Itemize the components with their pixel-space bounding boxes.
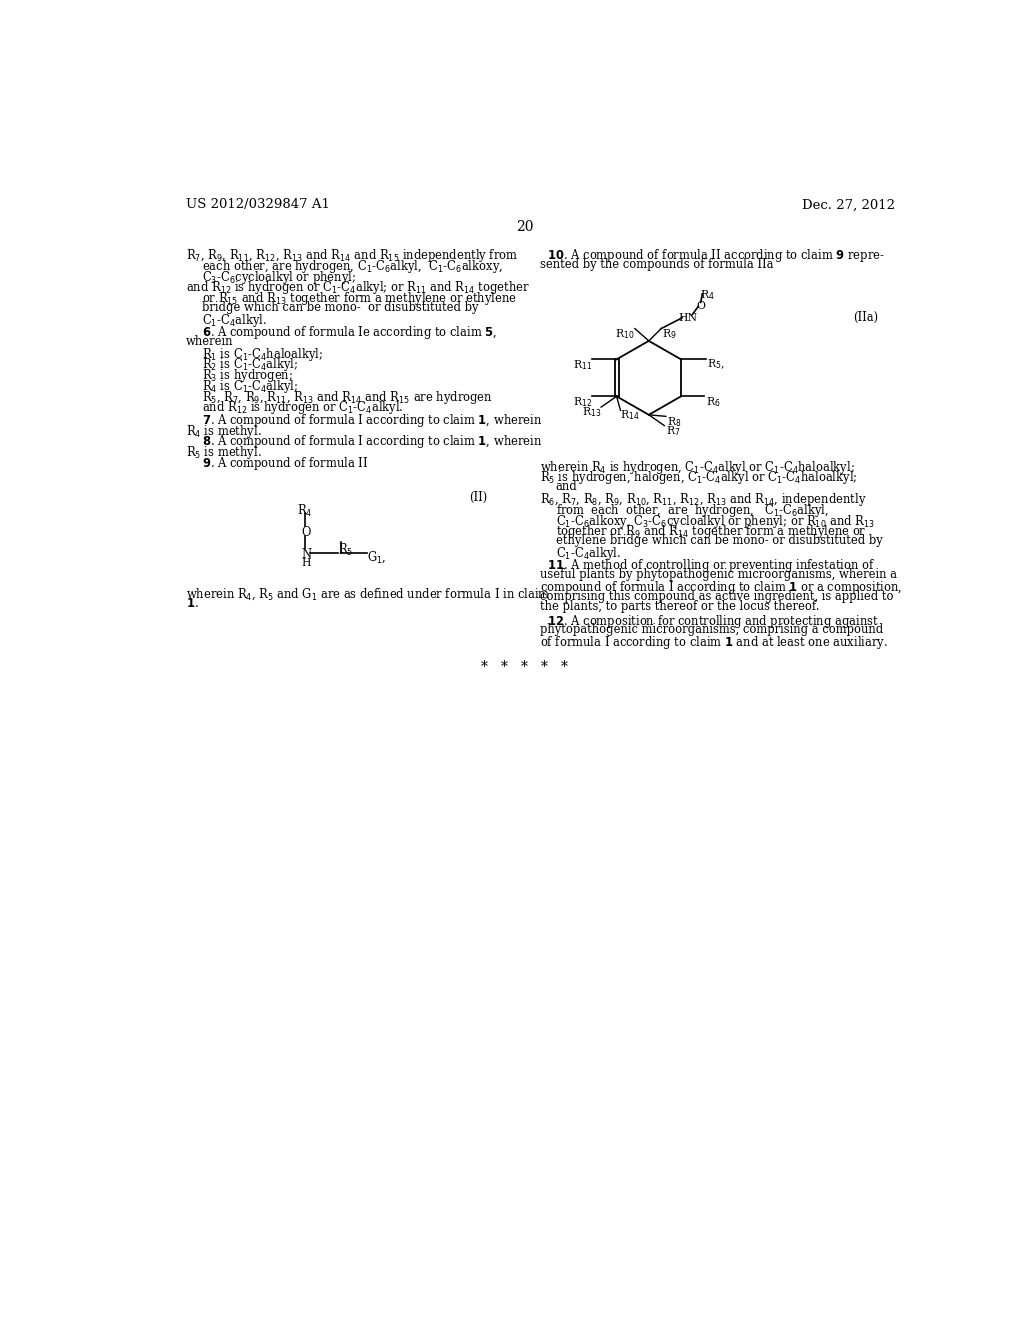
Text: R$_9$: R$_9$ [662, 327, 677, 341]
Text: O: O [302, 525, 311, 539]
Text: C$_1$-C$_6$alkoxy, C$_3$-C$_6$cycloalkyl or phenyl; or R$_{10}$ and R$_{13}$: C$_1$-C$_6$alkoxy, C$_3$-C$_6$cycloalkyl… [556, 512, 874, 529]
Text: compound of formula I according to claim $\mathbf{1}$ or a composition,: compound of formula I according to claim… [541, 579, 902, 595]
Text: or R$_{15}$ and R$_{13}$ together form a methylene or ethylene: or R$_{15}$ and R$_{13}$ together form a… [202, 290, 517, 308]
Text: R$_6$, R$_7$, R$_8$, R$_9$, R$_{10}$, R$_{11}$, R$_{12}$, R$_{13}$ and R$_{14}$,: R$_6$, R$_7$, R$_8$, R$_9$, R$_{10}$, R$… [541, 491, 866, 508]
Text: R$_6$: R$_6$ [706, 395, 721, 409]
Text: R$_5$,: R$_5$, [708, 358, 725, 371]
Text: R$_2$ is C$_1$-C$_4$alkyl;: R$_2$ is C$_1$-C$_4$alkyl; [202, 356, 298, 374]
Text: $\mathbf{12}$. A composition for controlling and protecting against: $\mathbf{12}$. A composition for control… [541, 612, 880, 630]
Text: wherein R$_4$ is hydrogen, C$_1$-C$_4$alkyl or C$_1$-C$_4$haloalkyl;: wherein R$_4$ is hydrogen, C$_1$-C$_4$al… [541, 459, 855, 475]
Text: useful plants by phytopathogenic microorganisms, wherein a: useful plants by phytopathogenic microor… [541, 568, 897, 581]
Text: G$_1$,: G$_1$, [368, 549, 387, 565]
Text: (II): (II) [469, 491, 487, 504]
Text: comprising this compound as active ingredient, is applied to: comprising this compound as active ingre… [541, 590, 894, 603]
Text: N: N [302, 548, 311, 561]
Text: R$_4$ is methyl.: R$_4$ is methyl. [186, 422, 262, 440]
Text: $\mathbf{9}$. A compound of formula II: $\mathbf{9}$. A compound of formula II [202, 455, 368, 471]
Text: Dec. 27, 2012: Dec. 27, 2012 [802, 198, 895, 211]
Text: R$_1$ is C$_1$-C$_4$haloalkyl;: R$_1$ is C$_1$-C$_4$haloalkyl; [202, 346, 323, 363]
Text: R$_{11}$: R$_{11}$ [573, 358, 593, 372]
Text: the plants, to parts thereof or the locus thereof.: the plants, to parts thereof or the locu… [541, 601, 820, 614]
Text: R$_5$ is hydrogen, halogen, C$_1$-C$_4$alkyl or C$_1$-C$_4$haloalkyl;: R$_5$ is hydrogen, halogen, C$_1$-C$_4$a… [541, 470, 858, 487]
Text: HN: HN [678, 313, 697, 323]
Text: R$_7$: R$_7$ [666, 424, 680, 438]
Text: R$_5$: R$_5$ [338, 543, 353, 558]
Text: R$_4$ is C$_1$-C$_4$alkyl;: R$_4$ is C$_1$-C$_4$alkyl; [202, 378, 298, 395]
Text: $\mathbf{7}$. A compound of formula I according to claim $\mathbf{1}$, wherein: $\mathbf{7}$. A compound of formula I ac… [202, 412, 542, 429]
Text: *   *   *   *   *: * * * * * [481, 660, 568, 675]
Text: C$_3$-C$_6$cycloalkyl or phenyl;: C$_3$-C$_6$cycloalkyl or phenyl; [202, 268, 355, 285]
Text: $\mathbf{11}$. A method of controlling or preventing infestation of: $\mathbf{11}$. A method of controlling o… [541, 557, 876, 574]
Text: $\mathbf{1}$.: $\mathbf{1}$. [186, 598, 199, 610]
Text: and R$_{12}$ is hydrogen or C$_1$-C$_4$alkyl.: and R$_{12}$ is hydrogen or C$_1$-C$_4$a… [202, 400, 403, 416]
Text: of formula I according to claim $\mathbf{1}$ and at least one auxiliary.: of formula I according to claim $\mathbf… [541, 635, 888, 651]
Text: R$_5$ is methyl.: R$_5$ is methyl. [186, 444, 262, 461]
Text: R$_4$: R$_4$ [297, 503, 312, 520]
Text: R$_3$ is hydrogen;: R$_3$ is hydrogen; [202, 367, 293, 384]
Text: $\mathbf{10}$. A compound of formula II according to claim $\mathbf{9}$ repre-: $\mathbf{10}$. A compound of formula II … [541, 247, 885, 264]
Text: R$_{14}$: R$_{14}$ [621, 409, 640, 422]
Text: $\mathbf{6}$. A compound of formula Ie according to claim $\mathbf{5}$,: $\mathbf{6}$. A compound of formula Ie a… [202, 323, 497, 341]
Text: H: H [302, 558, 311, 568]
Text: R$_4$: R$_4$ [700, 289, 715, 302]
Text: $\mathbf{8}$. A compound of formula I according to claim $\mathbf{1}$, wherein: $\mathbf{8}$. A compound of formula I ac… [202, 433, 542, 450]
Text: from  each  other,  are  hydrogen,   C$_1$-C$_6$alkyl,: from each other, are hydrogen, C$_1$-C$_… [556, 502, 829, 519]
Text: 20: 20 [516, 220, 534, 234]
Text: R$_8$: R$_8$ [668, 414, 682, 429]
Text: O: O [697, 301, 706, 310]
Text: wherein: wherein [186, 335, 233, 347]
Text: together or R$_9$ and R$_{14}$ together form a methylene or: together or R$_9$ and R$_{14}$ together … [556, 524, 866, 540]
Text: and R$_{12}$ is hydrogen or C$_1$-C$_4$alkyl; or R$_{11}$ and R$_{14}$ together: and R$_{12}$ is hydrogen or C$_1$-C$_4$a… [186, 280, 530, 296]
Text: wherein R$_4$, R$_5$ and G$_1$ are as defined under formula I in claim: wherein R$_4$, R$_5$ and G$_1$ are as de… [186, 586, 551, 602]
Text: each other, are hydrogen, C$_1$-C$_6$alkyl,  C$_1$-C$_6$alkoxy,: each other, are hydrogen, C$_1$-C$_6$alk… [202, 257, 503, 275]
Text: US 2012/0329847 A1: US 2012/0329847 A1 [186, 198, 330, 211]
Text: R$_{13}$: R$_{13}$ [583, 405, 602, 420]
Text: R$_7$, R$_9$, R$_{11}$, R$_{12}$, R$_{13}$ and R$_{14}$ and R$_{15}$ independent: R$_7$, R$_9$, R$_{11}$, R$_{12}$, R$_{13… [186, 247, 518, 264]
Text: (IIa): (IIa) [853, 312, 878, 323]
Text: C$_1$-C$_4$alkyl.: C$_1$-C$_4$alkyl. [202, 312, 266, 329]
Text: R$_{12}$: R$_{12}$ [573, 395, 592, 409]
Text: R$_5$, R$_7$, R$_9$, R$_{11}$, R$_{13}$ and R$_{14}$ and R$_{15}$ are hydrogen: R$_5$, R$_7$, R$_9$, R$_{11}$, R$_{13}$ … [202, 388, 493, 405]
Text: ethylene bridge which can be mono- or disubstituted by: ethylene bridge which can be mono- or di… [556, 535, 883, 548]
Text: bridge which can be mono-  or disubstituted by: bridge which can be mono- or disubstitut… [202, 301, 478, 314]
Text: C$_1$-C$_4$alkyl.: C$_1$-C$_4$alkyl. [556, 545, 621, 562]
Text: sented by the compounds of formula IIa: sented by the compounds of formula IIa [541, 257, 774, 271]
Text: R$_{10}$: R$_{10}$ [615, 327, 635, 341]
Text: and: and [556, 480, 578, 494]
Text: phytopathogenic microorganisms, comprising a compound: phytopathogenic microorganisms, comprisi… [541, 623, 884, 636]
